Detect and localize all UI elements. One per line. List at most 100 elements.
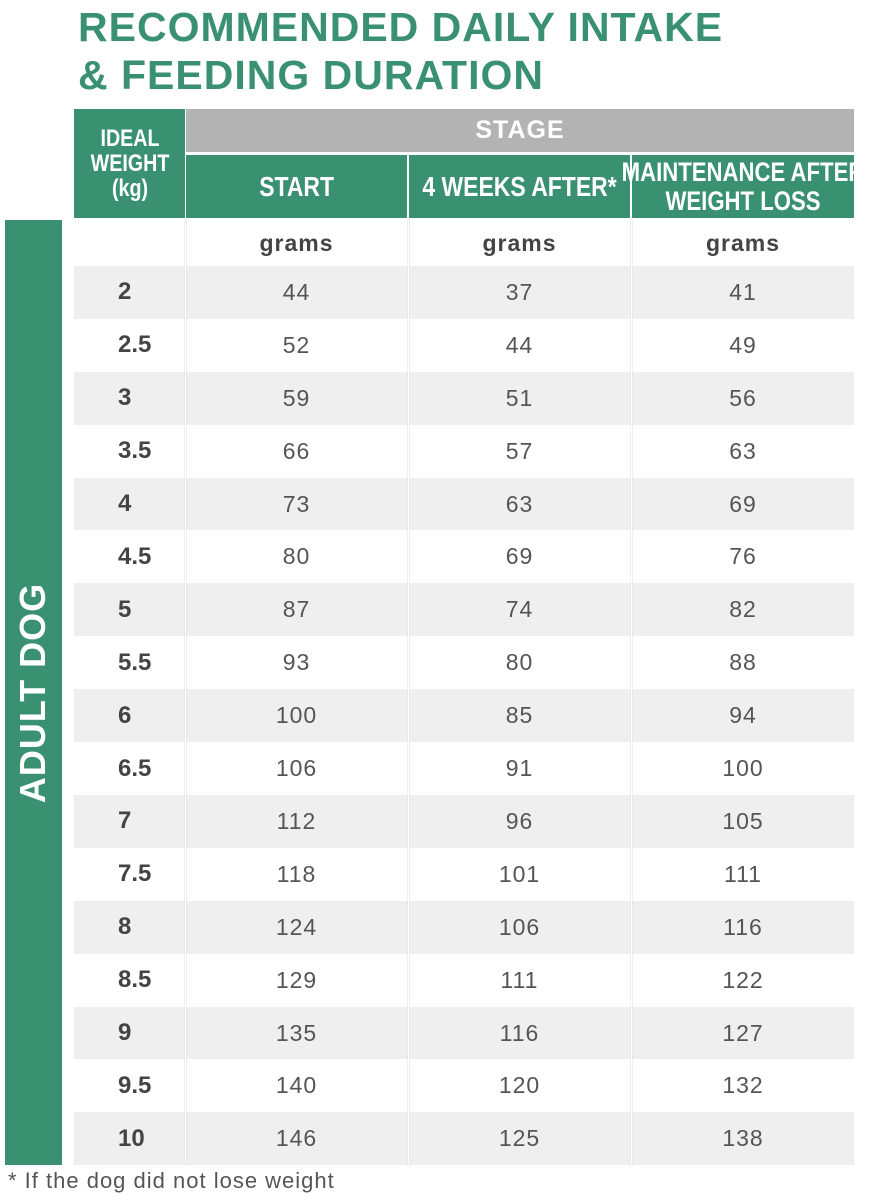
intake-value: 116 xyxy=(723,913,763,940)
intake-cell: 74 xyxy=(409,583,630,636)
unit-cell: grams xyxy=(186,220,407,266)
intake-cell: 100 xyxy=(632,742,854,795)
weight-cell: 10 xyxy=(74,1112,185,1165)
row-background xyxy=(74,477,854,531)
intake-cell: 124 xyxy=(186,901,407,954)
intake-value: 76 xyxy=(729,543,757,570)
weight-value: 9 xyxy=(118,1019,132,1047)
row-background xyxy=(74,689,854,743)
intake-value: 146 xyxy=(275,1125,318,1152)
intake-value: 94 xyxy=(729,702,757,729)
row-background xyxy=(74,847,854,901)
intake-value: 85 xyxy=(505,702,534,729)
intake-cell: 116 xyxy=(632,901,854,954)
column-header-text: WEIGHT LOSS xyxy=(665,185,821,216)
column-header: MAINTENANCE AFTER WEIGHT LOSS xyxy=(622,155,864,218)
intake-value: 80 xyxy=(282,543,311,570)
intake-value: 111 xyxy=(500,966,539,993)
unit-cell: grams xyxy=(409,220,630,266)
row-background xyxy=(74,900,854,954)
intake-cell: 116 xyxy=(409,1007,630,1060)
intake-value: 41 xyxy=(729,278,757,305)
weight-cell: 8 xyxy=(74,901,185,954)
intake-value: 122 xyxy=(722,966,764,993)
weight-cell: 9 xyxy=(74,1007,185,1060)
intake-cell: 49 xyxy=(632,319,854,372)
row-background xyxy=(74,318,854,372)
weight-value: 7 xyxy=(118,807,132,835)
weight-value: 6.5 xyxy=(118,754,152,782)
weight-cell: 8.5 xyxy=(74,954,185,1007)
intake-cell: 87 xyxy=(186,583,407,636)
intake-value: 44 xyxy=(282,278,311,305)
side-label-text: ADULT DOG xyxy=(12,582,54,803)
intake-cell: 59 xyxy=(186,372,407,425)
weight-value: 10 xyxy=(118,1124,145,1152)
row-background xyxy=(74,530,854,584)
intake-value: 140 xyxy=(275,1072,318,1099)
intake-cell: 138 xyxy=(632,1112,854,1165)
weight-value: 4 xyxy=(118,490,132,518)
weight-header: IDEAL WEIGHT (kg) xyxy=(74,109,185,218)
intake-cell: 88 xyxy=(632,636,854,689)
intake-value: 51 xyxy=(505,384,534,411)
intake-value: 69 xyxy=(505,543,534,570)
weight-value: 5 xyxy=(118,595,132,623)
intake-value: 63 xyxy=(729,437,757,464)
intake-cell: 127 xyxy=(632,1007,854,1060)
intake-cell: 41 xyxy=(632,266,854,319)
intake-cell: 94 xyxy=(632,689,854,742)
intake-value: 116 xyxy=(499,1019,540,1046)
intake-cell: 91 xyxy=(409,742,630,795)
intake-cell: 82 xyxy=(632,583,854,636)
group-header: STAGE xyxy=(186,109,854,152)
intake-cell: 73 xyxy=(186,478,407,531)
intake-value: 56 xyxy=(729,384,757,411)
weight-value: 9.5 xyxy=(118,1071,152,1099)
intake-cell: 129 xyxy=(186,954,407,1007)
title: RECOMMENDED DAILY INTAKE xyxy=(78,4,724,50)
intake-value: 66 xyxy=(282,437,311,464)
row-background xyxy=(74,636,854,690)
intake-cell: 69 xyxy=(632,478,854,531)
intake-value: 44 xyxy=(505,331,534,358)
intake-cell: 105 xyxy=(632,795,854,848)
weight-value: 3 xyxy=(118,384,132,412)
row-background xyxy=(74,266,854,319)
intake-value: 129 xyxy=(275,966,318,993)
column-header-text-group: START xyxy=(251,171,342,201)
row-background xyxy=(74,953,854,1007)
row-background xyxy=(74,583,854,637)
column-divider xyxy=(408,220,409,1165)
intake-cell: 135 xyxy=(186,1007,407,1060)
column-header-text: 4 WEEKS AFTER* xyxy=(422,170,617,202)
intake-value: 100 xyxy=(722,755,764,782)
weight-value: 2.5 xyxy=(118,331,152,359)
intake-value: 132 xyxy=(722,1072,764,1099)
intake-cell: 106 xyxy=(409,901,630,954)
column-divider xyxy=(631,220,632,1165)
intake-value: 87 xyxy=(282,596,311,623)
intake-cell: 106 xyxy=(186,742,407,795)
intake-cell: 111 xyxy=(409,954,630,1007)
intake-value: 101 xyxy=(498,860,541,887)
column-divider xyxy=(185,220,186,1165)
weight-cell: 2 xyxy=(74,266,185,319)
intake-value: 93 xyxy=(282,649,311,676)
unit-text: grams xyxy=(705,229,781,256)
intake-cell: 100 xyxy=(186,689,407,742)
intake-cell: 44 xyxy=(409,319,630,372)
intake-value: 74 xyxy=(505,596,534,623)
intake-value: 135 xyxy=(275,1019,318,1046)
intake-value: 69 xyxy=(729,490,757,517)
intake-value: 49 xyxy=(729,331,757,358)
intake-cell: 140 xyxy=(186,1060,407,1113)
intake-cell: 96 xyxy=(409,795,630,848)
intake-value: 73 xyxy=(282,490,311,517)
intake-value: 37 xyxy=(505,278,534,305)
column-header: 4 WEEKS AFTER* xyxy=(409,155,630,218)
intake-value: 59 xyxy=(282,384,311,411)
intake-value: 100 xyxy=(275,702,318,729)
weight-header-text: (kg) xyxy=(111,175,148,203)
